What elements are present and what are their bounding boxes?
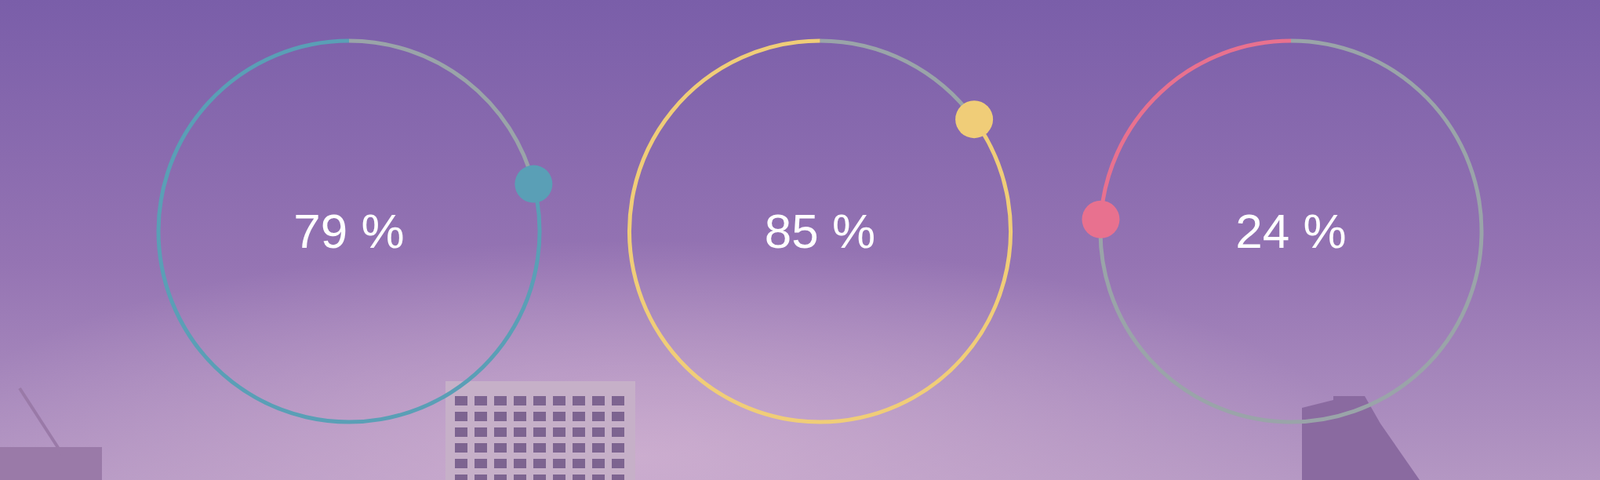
knob-gap [949,94,999,144]
knob [1081,200,1120,239]
stage: 79 % 85 % 24 % [0,0,1600,480]
gauge: 85 % [629,40,1011,422]
value-label: 85 % [764,203,876,259]
skyline [0,381,1420,480]
track [1100,40,1482,422]
knob [514,165,553,204]
knob [955,100,993,139]
chart: 79 % 85 % 24 % [0,0,1600,480]
gauge: 24 % [1076,40,1482,422]
value-label: 24 % [1235,203,1346,259]
track [820,40,975,120]
track [349,40,534,185]
value-label: 79 % [293,203,404,259]
progress-arc [1100,40,1291,220]
knob-gap [509,160,558,209]
knob-gap [1076,195,1125,244]
background-glow [0,0,1600,480]
gauge: 79 % [158,40,558,422]
background [0,0,1600,480]
progress-arc [629,40,1011,422]
progress-arc [158,40,540,422]
